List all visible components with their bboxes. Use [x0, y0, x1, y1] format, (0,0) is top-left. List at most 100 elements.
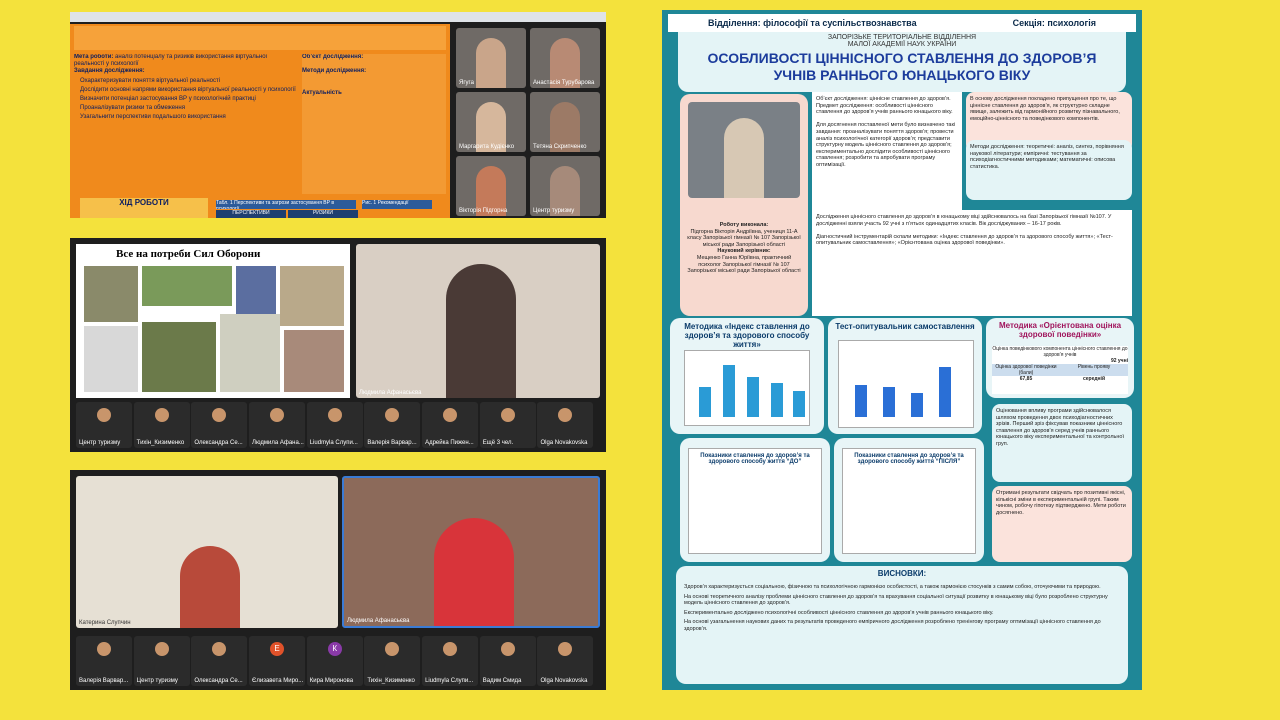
participant-tile: Вадим Смида — [479, 636, 536, 686]
poster-header: Відділення: філософії та суспільствознав… — [668, 14, 1136, 32]
participant-tile: Центр туризму — [530, 156, 600, 216]
participant-name: Кира Миронова — [309, 678, 354, 684]
participant-tile: Olga Novakovska — [537, 402, 594, 448]
participant-name: Центр туризму — [533, 208, 575, 214]
avatar — [327, 408, 342, 422]
sample-size: 92 учні — [1110, 358, 1128, 364]
cell: середній — [1082, 376, 1106, 382]
title-box: ЗАПОРІЗЬКЕ ТЕРИТОРІАЛЬНЕ ВІДДІЛЕННЯ МАЛО… — [678, 32, 1126, 92]
participant-tile: Тихін_Кизименко — [133, 402, 190, 448]
conclusions-title: ВИСНОВКИ: — [877, 569, 927, 578]
slide: Все на потреби Сил Оборони — [76, 244, 350, 398]
avatar — [212, 642, 227, 656]
active-video: Людмила Афанасьєва — [342, 476, 600, 628]
participant-name: Liudmyla Слупи... — [425, 678, 474, 684]
chart-title: Показники ставлення до здоров’я та здоро… — [854, 453, 964, 465]
participant-tile: Центр туризму — [133, 636, 190, 686]
evaluation: Оцінювання впливу програми здійснювалося… — [992, 404, 1132, 482]
browser-bar — [70, 12, 606, 22]
column: ПЕРСПЕКТИВИ — [216, 210, 286, 218]
participant-tile: Людмила Афана... — [249, 402, 306, 448]
chart-box: Показники ставлення до здоров’я та здоро… — [680, 438, 830, 562]
avatar — [270, 408, 285, 422]
bar-shape — [855, 385, 867, 417]
participant-name: Валерія Варвар... — [367, 440, 417, 446]
participant-tile: Маргарита Кудієнко — [456, 92, 526, 152]
bar-shape — [723, 365, 735, 417]
task: Визначити потенціал застосування ВР у пс… — [80, 95, 256, 102]
department: Відділення: філософії та суспільствознав… — [708, 18, 917, 28]
participant-tile: Валерія Варвар... — [364, 402, 421, 448]
chart-box: Показники ставлення до здоров’я та здоро… — [834, 438, 984, 562]
participant-tile: Тихін_Кизименко — [364, 636, 421, 686]
participant-tile: Анастасія Турубарова — [530, 28, 600, 88]
author-box: Роботу виконала: Підгорна Вікторія Андрії… — [680, 94, 808, 316]
bar-shape — [939, 367, 951, 417]
avatar — [154, 642, 169, 656]
participant-tile: К Кира Миронова — [306, 636, 363, 686]
chart-box: Методика «Орієнтована оцінка здорової по… — [986, 318, 1134, 398]
participant-tile: Liudmyla Слупи... — [422, 636, 479, 686]
participant-name: Тихін_Кизименко — [136, 440, 185, 446]
participant-name: Катерина Слупчин — [79, 620, 131, 626]
participant-name: Центр туризму — [79, 440, 121, 446]
table-caption: Табл. 1 Перспективи та загрози застосува… — [216, 200, 356, 209]
label: Роботу виконала: — [719, 222, 769, 228]
chart-image — [838, 340, 974, 428]
label: Мета роботи: — [74, 54, 114, 60]
conclusion: Експериментально досліджено психологічні… — [684, 609, 994, 616]
chart-title: Методика «Індекс ставлення до здоров’я т… — [684, 322, 810, 349]
avatar — [97, 408, 111, 422]
participant-strip: Центр туризму Тихін_Кизименко Олександра С… — [76, 402, 600, 448]
person — [550, 38, 580, 88]
text: аналіз потенціалу та ризиків використанн… — [74, 54, 268, 68]
participant-name: Ягуга — [459, 80, 474, 86]
slide-title: Все на потреби Сил Оборони — [116, 248, 261, 260]
conclusions-list: Здоров’я характеризується соціальною, фі… — [676, 584, 1128, 633]
header-cell: Оцінка здорової поведінки (бали) — [995, 364, 1057, 376]
participant-name: Olga Novakovska — [540, 440, 588, 446]
table-title: Оцінка поведінкового компонента ціннісно… — [992, 346, 1128, 358]
speaker-video: Людмила Афанасьєва — [356, 244, 600, 398]
participant-name: Вікторія Підгорна — [459, 208, 508, 214]
bar-shape — [793, 391, 805, 417]
avatar — [385, 642, 400, 656]
person — [724, 118, 764, 198]
screenshot-1: Мета роботи: аналіз потенціалу та ризикі… — [70, 12, 606, 218]
video: Катерина Слупчин — [76, 476, 338, 628]
bar-shape — [883, 387, 895, 417]
photo — [236, 266, 276, 322]
task: Охарактеризувати поняття віртуальної реа… — [80, 77, 221, 84]
text: Діагностичний інструментарій склали мето… — [816, 233, 1113, 247]
label: Методи дослідження: — [302, 68, 367, 75]
chart-box: Методика «Індекс ставлення до здоров’я т… — [670, 318, 824, 434]
cell: 67,85 — [1019, 376, 1033, 382]
methods: Методи дослідження: теоретичні: аналіз, … — [966, 140, 1132, 200]
text: Об’єкт дослідження: ціннісне ставлення д… — [816, 96, 953, 116]
person — [180, 546, 240, 628]
avatar — [500, 408, 515, 422]
bar-shape — [699, 387, 711, 417]
participant-name: Вадим Смида — [482, 678, 522, 684]
task-list: Охарактеризувати поняття віртуальної реа… — [74, 78, 296, 122]
participant-tile: Е Єлизавета Миро... — [249, 636, 306, 686]
participant-name: Єлизавета Миро... — [252, 678, 304, 684]
avatar — [558, 408, 573, 422]
avatar — [154, 408, 169, 422]
participant-tile: Валерія Варвар... — [76, 636, 132, 686]
poster-title: ОСОБЛИВОСТІ ЦІННІСНОГО СТАВЛЕННЯ ДО ЗДОР… — [707, 50, 1097, 83]
participant-tile: Центр туризму — [76, 402, 132, 448]
participant-tile: Olga Novakovska — [537, 636, 594, 686]
chart-title: Методика «Орієнтована оцінка здорової по… — [998, 321, 1122, 339]
avatar: Е — [270, 642, 285, 656]
participant-tile: Вікторія Підгорна — [456, 156, 526, 216]
column: РИЗИКИ — [288, 210, 358, 218]
participant-tile: Олександра Се... — [191, 636, 248, 686]
author-info: Роботу виконала: Підгорна Вікторія Андрії… — [686, 222, 802, 275]
participant-name: Людмила Афанасьєва — [359, 390, 422, 396]
participant-name: Центр туризму — [136, 678, 178, 684]
conclusion: На основі теоретичного аналізу проблеми … — [684, 593, 1108, 607]
conclusions: ВИСНОВКИ: Здоров’я характеризується соці… — [676, 566, 1128, 684]
participant-name: Олександра Се... — [194, 678, 243, 684]
